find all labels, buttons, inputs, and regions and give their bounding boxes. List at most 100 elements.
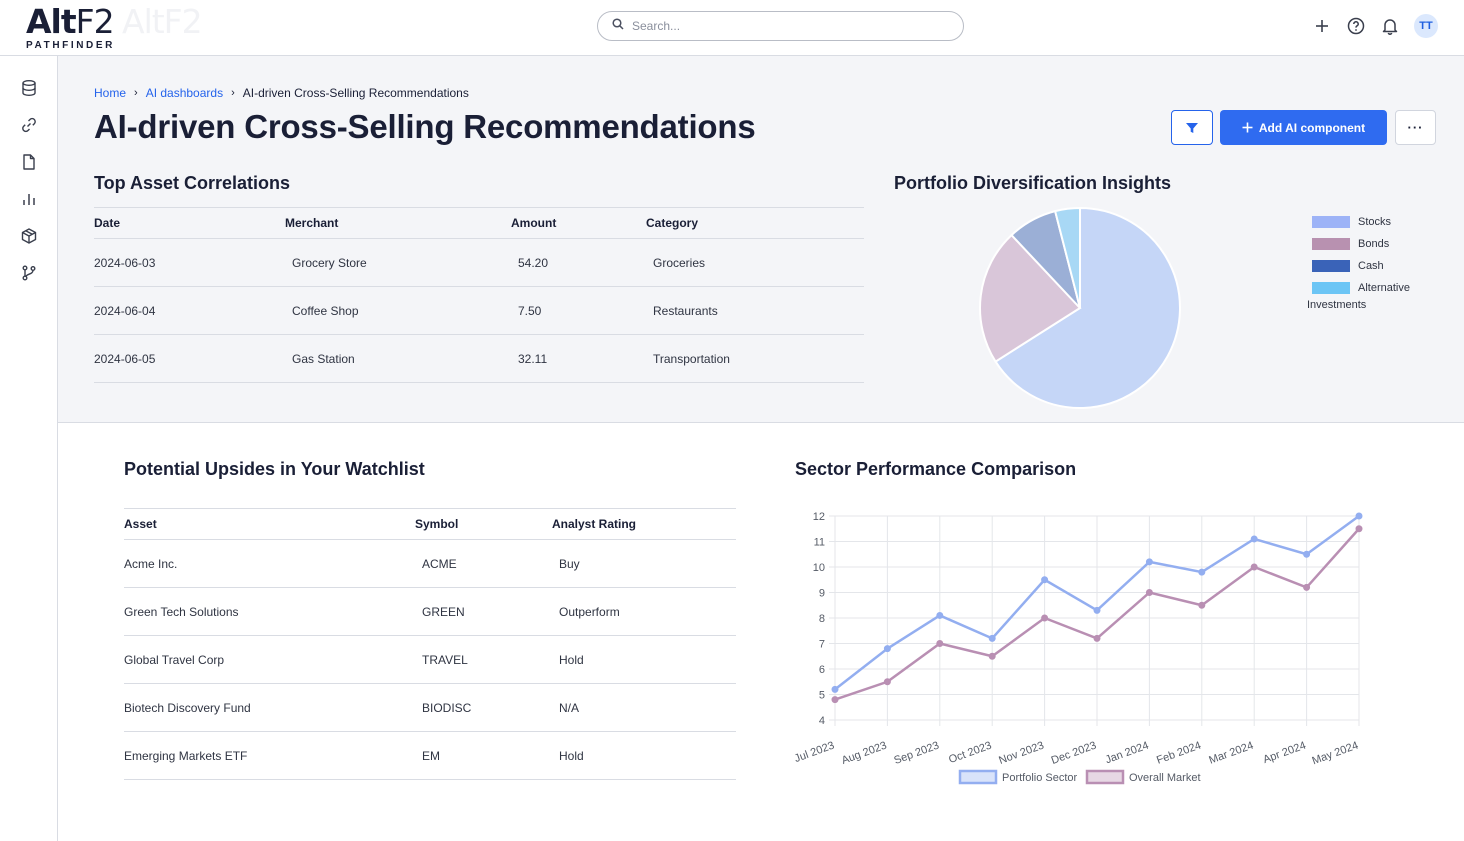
sector-title: Sector Performance Comparison	[795, 459, 1077, 479]
avatar[interactable]: TT	[1414, 14, 1438, 38]
logo[interactable]: AltF2 AltF2 PATHFINDER	[26, 5, 203, 51]
x-tick-label: Jan 2024	[1104, 740, 1151, 767]
x-tick-label: Sep 2023	[892, 740, 940, 767]
data-point[interactable]	[1198, 568, 1206, 576]
legend-swatch	[1312, 216, 1350, 228]
branch-icon[interactable]	[19, 263, 39, 283]
data-point[interactable]	[831, 696, 839, 704]
table-header-row: Date Merchant Amount Category	[94, 207, 864, 239]
pie-slice-stocks[interactable]	[994, 206, 1181, 409]
table-row[interactable]: Green Tech Solutions GREEN Outperform	[124, 587, 736, 636]
data-point[interactable]	[1250, 535, 1258, 543]
database-icon[interactable]	[19, 78, 39, 98]
more-options-button[interactable]: ···	[1395, 110, 1436, 145]
data-point[interactable]	[1303, 583, 1311, 591]
x-tick-label: Dec 2023	[1050, 740, 1098, 767]
cell-amount: 54.20	[511, 238, 646, 287]
table-row[interactable]: 2024-06-05 Gas Station 32.11 Transportat…	[94, 334, 864, 383]
column-header[interactable]: Merchant	[285, 207, 511, 239]
data-point[interactable]	[831, 685, 839, 693]
chevron-right-icon: ›	[231, 87, 235, 99]
data-point[interactable]	[1303, 550, 1311, 558]
pie-slice-bonds[interactable]	[979, 233, 1082, 363]
table-row[interactable]: Emerging Markets ETF EM Hold	[124, 731, 736, 780]
table-row[interactable]: Global Travel Corp TRAVEL Hold	[124, 635, 736, 684]
y-tick-label: 10	[813, 562, 825, 574]
search-icon	[612, 17, 624, 35]
search-box[interactable]	[597, 11, 964, 41]
sidebar	[0, 56, 58, 841]
more-icon: ···	[1407, 120, 1424, 135]
breadcrumb-current: AI-driven Cross-Selling Recommendations	[242, 86, 469, 100]
legend-item-cash[interactable]: Cash	[1312, 255, 1410, 277]
data-point[interactable]	[988, 634, 996, 642]
data-point[interactable]	[1355, 525, 1363, 533]
link-icon[interactable]	[19, 115, 39, 135]
column-header[interactable]: Amount	[511, 207, 646, 239]
data-point[interactable]	[1093, 634, 1101, 642]
legend-swatch[interactable]	[1085, 769, 1125, 785]
data-point[interactable]	[1145, 589, 1153, 596]
legend-item-stocks[interactable]: Stocks	[1312, 211, 1410, 233]
column-header[interactable]: Date	[94, 207, 285, 239]
filter-button[interactable]	[1171, 110, 1213, 145]
table-row[interactable]: Acme Inc. ACME Buy	[124, 539, 736, 588]
y-tick-label: 12	[813, 511, 825, 523]
table-row[interactable]: Biotech Discovery Fund BIODISC N/A	[124, 683, 736, 732]
cell-symbol: EM	[415, 731, 552, 780]
data-point[interactable]	[1093, 606, 1101, 614]
cell-asset: Global Travel Corp	[124, 635, 415, 684]
cell-date: 2024-06-04	[94, 286, 285, 335]
column-header[interactable]: Asset	[124, 508, 415, 540]
legend-item-bonds[interactable]: Bonds	[1312, 233, 1410, 255]
data-point[interactable]	[1250, 563, 1258, 571]
data-point[interactable]	[988, 652, 996, 660]
bar-chart-icon[interactable]	[19, 189, 39, 209]
breadcrumb-home[interactable]: Home	[94, 86, 127, 100]
x-tick-label: Mar 2024	[1207, 740, 1255, 767]
cell-merchant: Grocery Store	[285, 238, 511, 287]
data-point[interactable]	[1145, 558, 1153, 566]
breadcrumb-dashboards[interactable]: AI dashboards	[145, 86, 224, 100]
cell-asset: Emerging Markets ETF	[124, 731, 415, 780]
legend-label[interactable]: Portfolio Sector	[1002, 772, 1078, 784]
logo-ghost: AltF2	[122, 2, 203, 41]
cell-rating: Hold	[552, 731, 736, 780]
y-tick-label: 5	[819, 690, 825, 702]
y-tick-label: 8	[819, 613, 825, 625]
data-point[interactable]	[936, 611, 944, 619]
data-point[interactable]	[883, 645, 891, 653]
data-point[interactable]	[1041, 614, 1049, 622]
cell-asset: Biotech Discovery Fund	[124, 683, 415, 732]
y-tick-label: 11	[814, 537, 825, 549]
legend-item-alternative[interactable]: Alternative	[1312, 277, 1410, 299]
pie-slice-alternative[interactable]	[1053, 206, 1081, 309]
legend-label: Bonds	[1358, 238, 1390, 250]
cell-amount: 32.11	[511, 334, 646, 383]
cell-date: 2024-06-05	[94, 334, 285, 383]
data-point[interactable]	[883, 678, 891, 686]
data-point[interactable]	[1355, 512, 1363, 520]
column-header[interactable]: Analyst Rating	[552, 508, 736, 540]
data-point[interactable]	[1041, 576, 1049, 584]
column-header[interactable]: Category	[646, 207, 864, 239]
add-ai-component-button[interactable]: Add AI component	[1220, 110, 1387, 145]
legend-note: Investments	[1307, 299, 1367, 311]
correlations-table: Date Merchant Amount Category 2024-06-03…	[94, 207, 864, 383]
data-point[interactable]	[936, 640, 944, 647]
table-row[interactable]: 2024-06-03 Grocery Store 54.20 Groceries	[94, 238, 864, 287]
cell-symbol: ACME	[415, 539, 552, 588]
top-bar: AltF2 AltF2 PATHFINDER TT	[0, 0, 1464, 56]
legend-swatch[interactable]	[958, 769, 998, 785]
cube-icon[interactable]	[19, 226, 39, 246]
legend-label[interactable]: Overall Market	[1129, 772, 1201, 784]
table-row[interactable]: 2024-06-04 Coffee Shop 7.50 Restaurants	[94, 286, 864, 335]
document-icon[interactable]	[19, 152, 39, 172]
bell-icon[interactable]	[1380, 16, 1400, 36]
help-icon[interactable]	[1346, 16, 1366, 36]
data-point[interactable]	[1198, 601, 1206, 609]
y-tick-label: 9	[819, 588, 825, 600]
column-header[interactable]: Symbol	[415, 508, 552, 540]
search-input[interactable]	[632, 19, 932, 33]
plus-icon[interactable]	[1312, 16, 1332, 36]
